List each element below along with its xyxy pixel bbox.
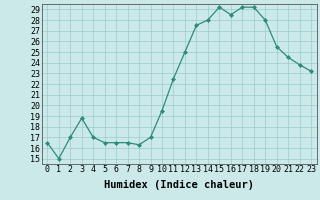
X-axis label: Humidex (Indice chaleur): Humidex (Indice chaleur) — [104, 180, 254, 190]
